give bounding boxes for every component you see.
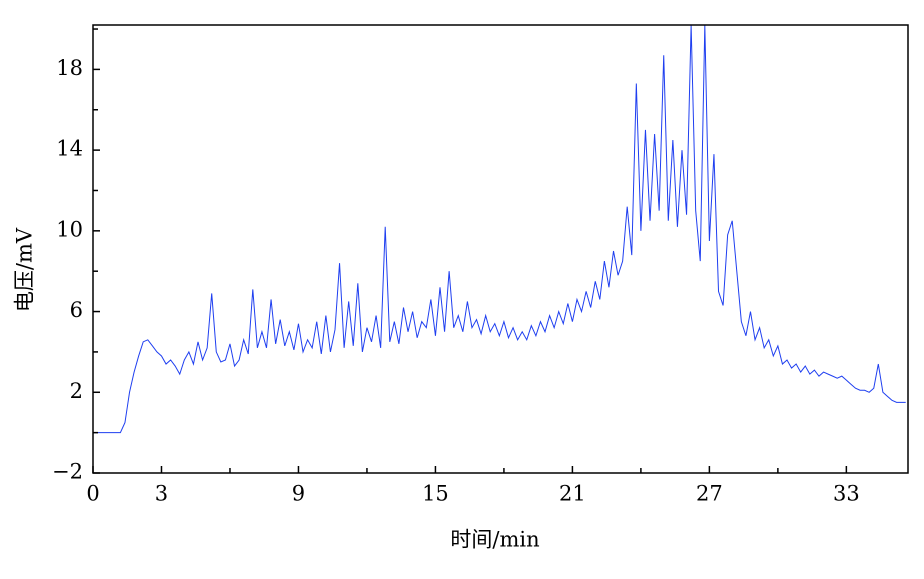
x-tick-label: 15 [422, 482, 449, 506]
y-tick-label: 18 [56, 56, 83, 80]
x-tick-label: 33 [833, 482, 860, 506]
y-axis-label: 电压/mV [13, 227, 37, 312]
y-tick-label: 6 [70, 298, 83, 322]
data-line [93, 25, 906, 434]
x-tick-label: 9 [292, 482, 305, 506]
x-axis-label: 时间/min [450, 528, 539, 552]
x-tick-label: 0 [86, 482, 99, 506]
y-tick-label: 2 [70, 379, 83, 403]
x-tick-label: 27 [696, 482, 723, 506]
y-tick-label: 14 [56, 137, 83, 161]
x-tick-label: 3 [155, 482, 168, 506]
x-tick-label: 21 [559, 482, 586, 506]
y-tick-label: 10 [56, 217, 83, 241]
y-tick-label: −2 [52, 460, 83, 484]
plot-frame [92, 24, 909, 474]
